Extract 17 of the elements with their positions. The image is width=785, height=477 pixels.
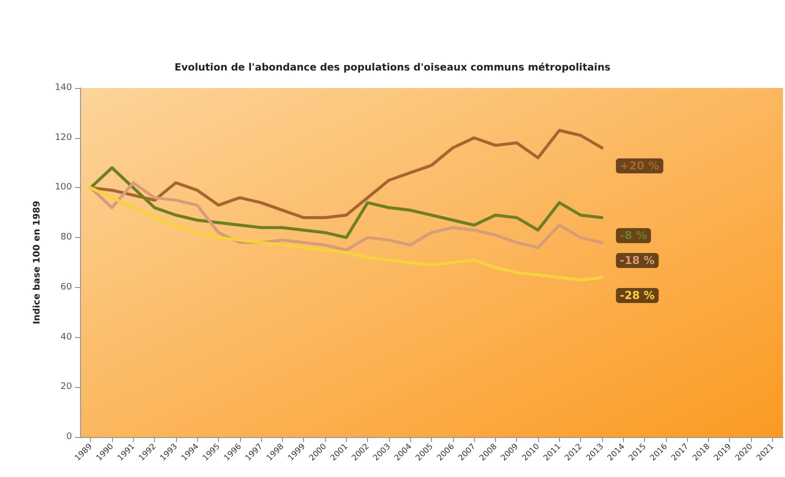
y-tick-label: 20 — [60, 382, 72, 392]
y-tick-label: 100 — [54, 182, 72, 193]
annotation: -18 % — [620, 254, 655, 268]
y-axis-title: Indice base 100 en 1989 — [32, 200, 42, 324]
chart-title: Evolution de l'abondance des populations d'oiseaux communs métropolitains — [174, 62, 611, 74]
y-tick-label: 0 — [66, 432, 72, 442]
annotation: -8 % — [620, 229, 647, 242]
y-tick-label: 120 — [54, 132, 72, 143]
y-tick-label: 60 — [60, 282, 72, 292]
line-series — [89, 166, 604, 240]
y-tick-label: 140 — [54, 83, 72, 93]
annotation: -28 % — [620, 288, 655, 302]
line-series — [89, 186, 604, 282]
annotation: +20 % — [620, 159, 660, 172]
y-tick-label: 40 — [60, 332, 72, 342]
line-series — [89, 181, 604, 252]
y-tick-label: 80 — [60, 232, 72, 243]
